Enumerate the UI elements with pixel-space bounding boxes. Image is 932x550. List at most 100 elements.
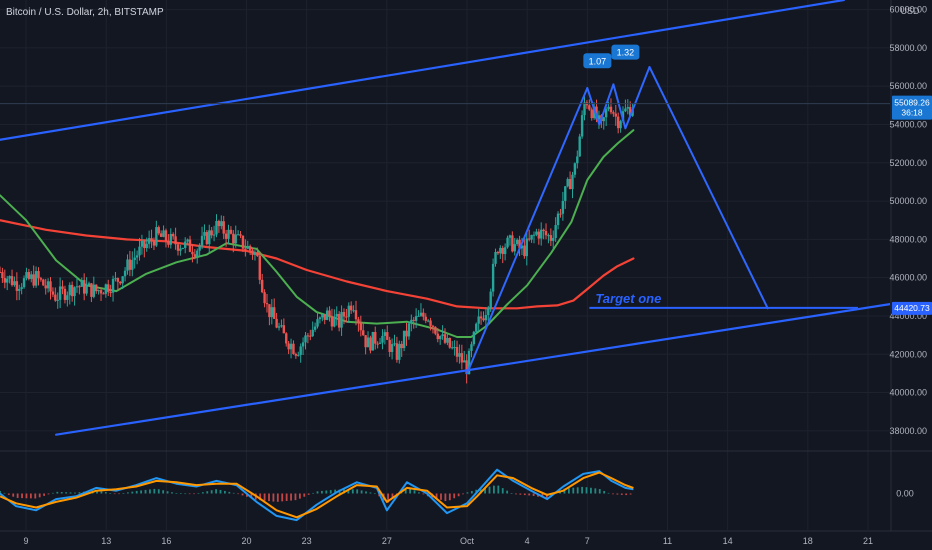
macd-histogram-bar (603, 490, 606, 494)
candle-body (325, 310, 329, 320)
macd-histogram-bar (325, 490, 328, 494)
current-price-label: 55089.26 (894, 98, 930, 108)
candle-body (398, 343, 401, 360)
candle-body (614, 113, 617, 117)
macd-indicator (0, 468, 634, 522)
candle-body (193, 254, 197, 257)
macd-histogram-bar (457, 493, 460, 497)
channel-upper-line[interactable] (0, 0, 845, 141)
candle-body (612, 112, 615, 114)
axes: 60000.00 58000.00 56000.00 54000.00 52000.00… (24, 5, 927, 546)
pattern-line-1[interactable] (466, 87, 589, 375)
signal-line (0, 471, 634, 519)
macd-histogram-bar (184, 493, 187, 495)
time-tick-label: 23 (302, 536, 312, 546)
macd-histogram-bar (365, 491, 367, 494)
candle-body (294, 354, 298, 356)
price-tick-label: 50000.00 (889, 196, 927, 206)
candle-body (20, 287, 23, 290)
candle-body (455, 346, 459, 357)
candle-body (8, 276, 11, 279)
macd-histogram-bar (206, 491, 209, 494)
candle-body (383, 332, 387, 336)
pattern-line-2[interactable] (586, 66, 651, 130)
price-tick-label: 60000.00 (889, 5, 927, 15)
candle-body (58, 286, 62, 300)
candle-body (311, 329, 314, 337)
candle-body (434, 326, 437, 334)
macd-histogram-bar (444, 493, 447, 502)
macd-histogram-bar (78, 492, 81, 494)
candle-body (78, 286, 81, 288)
macd-histogram-bar (232, 492, 235, 494)
candle-body (378, 342, 382, 344)
candle-body (292, 343, 295, 355)
candle-body (342, 312, 346, 317)
candle-body (248, 245, 252, 251)
candle-body (244, 248, 247, 250)
candle-body (227, 229, 230, 239)
macd-histogram-bar (576, 487, 579, 494)
macd-histogram-bar (69, 492, 72, 494)
candle-body (287, 343, 290, 350)
candle-body (164, 230, 168, 242)
candle-body (359, 322, 363, 331)
candle-body (515, 239, 519, 245)
candle-body (561, 200, 565, 214)
macd-histogram-bar (435, 493, 438, 499)
macd-histogram-bar (210, 490, 213, 494)
pattern-line-3[interactable] (648, 66, 769, 310)
target-text: Target one (595, 291, 661, 306)
macd-histogram-bar (462, 493, 464, 495)
candle-body (540, 229, 543, 239)
candle-body (388, 339, 391, 353)
time-tick-label: Oct (460, 536, 475, 546)
candle-body (597, 115, 601, 120)
candle-body (571, 174, 574, 190)
macd-histogram-bar (259, 493, 262, 501)
macd-histogram-bar (60, 492, 63, 494)
candle-body (465, 360, 468, 375)
candle-body (155, 227, 158, 246)
candle-body (386, 332, 389, 340)
channel-lower-line[interactable] (55, 303, 890, 436)
macd-histogram-bar (118, 493, 120, 495)
macd-histogram-bar (448, 493, 451, 501)
candle-body (46, 281, 50, 289)
candle-body (236, 234, 240, 236)
candle-body (256, 252, 259, 257)
candle-body (395, 343, 399, 360)
macd-histogram-bar (100, 491, 103, 494)
candle-body (13, 281, 16, 286)
macd-histogram-bar (131, 491, 134, 494)
candle-body (111, 278, 115, 293)
candle-body (549, 235, 553, 241)
candle-body (6, 278, 9, 283)
candle-body (513, 244, 516, 252)
candle-body (18, 289, 21, 291)
candle-body (114, 278, 117, 280)
candle-body (37, 271, 40, 279)
candle-body (482, 318, 485, 321)
candle-body (66, 295, 69, 300)
candle-body (414, 316, 418, 321)
candle-body (217, 220, 221, 227)
candle-body (184, 241, 187, 248)
macd-histogram-bar (409, 488, 412, 494)
candle-body (424, 316, 427, 321)
candle-body (273, 307, 276, 319)
currency-label: USD (900, 6, 920, 16)
candle-body (333, 316, 336, 327)
candle-body (496, 251, 500, 254)
drawing-lines[interactable] (0, 0, 890, 436)
macd-histogram-bar (104, 492, 107, 494)
candle-body (470, 344, 473, 351)
candle-body (70, 284, 74, 297)
price-tick-label: 52000.00 (889, 158, 927, 168)
candle-body (559, 213, 562, 215)
candle-body (277, 326, 281, 328)
candle-body (138, 246, 141, 256)
candle-body (609, 106, 613, 113)
candle-body (123, 270, 127, 277)
